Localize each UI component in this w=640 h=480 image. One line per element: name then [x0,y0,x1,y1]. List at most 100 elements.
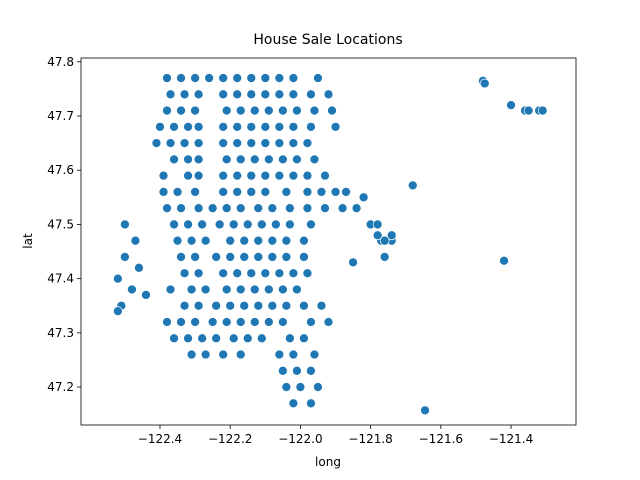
point [246,268,257,279]
point [162,105,172,116]
point [162,317,172,327]
point [232,170,243,181]
point [309,154,320,165]
point [228,333,239,344]
point [190,105,200,116]
point [113,306,123,317]
point [186,284,197,295]
point [309,105,320,116]
point [239,252,250,262]
point [218,349,229,360]
point [246,138,257,148]
point [225,252,236,262]
point [270,219,281,230]
point [253,235,264,246]
point [158,187,169,197]
point [200,235,211,246]
y-tick-label: 47.5 [47,217,74,231]
x-tick-label: −121.6 [419,432,463,446]
point [274,73,285,83]
chart-title: House Sale Locations [253,32,402,48]
point [193,121,204,132]
point [278,284,288,295]
point [302,170,313,181]
point [267,300,278,311]
point [306,317,316,327]
point [260,138,271,148]
point [197,219,207,230]
point [242,333,253,344]
point [183,333,193,344]
point [263,105,274,116]
point [281,382,292,392]
point [183,219,193,230]
point [274,89,285,100]
point [323,89,334,100]
point [172,187,183,197]
point [285,333,295,344]
point [235,154,246,165]
point [120,252,130,262]
point [179,89,190,100]
point [162,73,172,83]
point [288,398,299,409]
point [323,317,334,327]
point [141,290,151,300]
point [267,203,278,214]
point [281,300,292,311]
point [327,105,337,116]
point [179,138,190,148]
point [348,257,358,268]
point [172,235,183,246]
point [165,89,176,100]
point [176,105,186,116]
point [260,89,271,100]
point [120,219,130,230]
x-tick-label: −121.4 [489,432,533,446]
y-tick-label: 47.6 [47,163,74,177]
point [193,203,204,214]
point [299,235,309,246]
point [232,138,243,148]
point [155,121,165,132]
point [158,170,169,181]
point [379,235,390,246]
point [260,121,271,132]
point [306,398,316,409]
point [379,252,390,262]
point [263,284,274,295]
point [372,219,383,230]
point [225,235,236,246]
point [288,170,299,181]
point [274,268,285,279]
point [313,73,323,83]
x-tick-label: −121.8 [348,432,392,446]
point [407,180,418,191]
point [320,203,330,214]
point [218,187,229,197]
point [358,192,369,203]
point [186,235,197,246]
point [302,187,313,197]
x-tick-label: −122.0 [278,432,322,446]
y-tick-label: 47.7 [47,109,74,123]
point [299,300,309,311]
point [246,187,257,197]
point [274,170,285,181]
point [169,333,179,344]
point [253,252,264,262]
point [249,105,260,116]
point [221,284,232,295]
point [288,73,299,83]
point [302,268,313,279]
point [207,203,218,214]
point [330,121,341,132]
point [299,333,309,344]
point [292,154,302,165]
point [260,73,271,83]
point [292,105,302,116]
point [309,349,320,360]
point [218,121,229,132]
point [256,219,267,230]
